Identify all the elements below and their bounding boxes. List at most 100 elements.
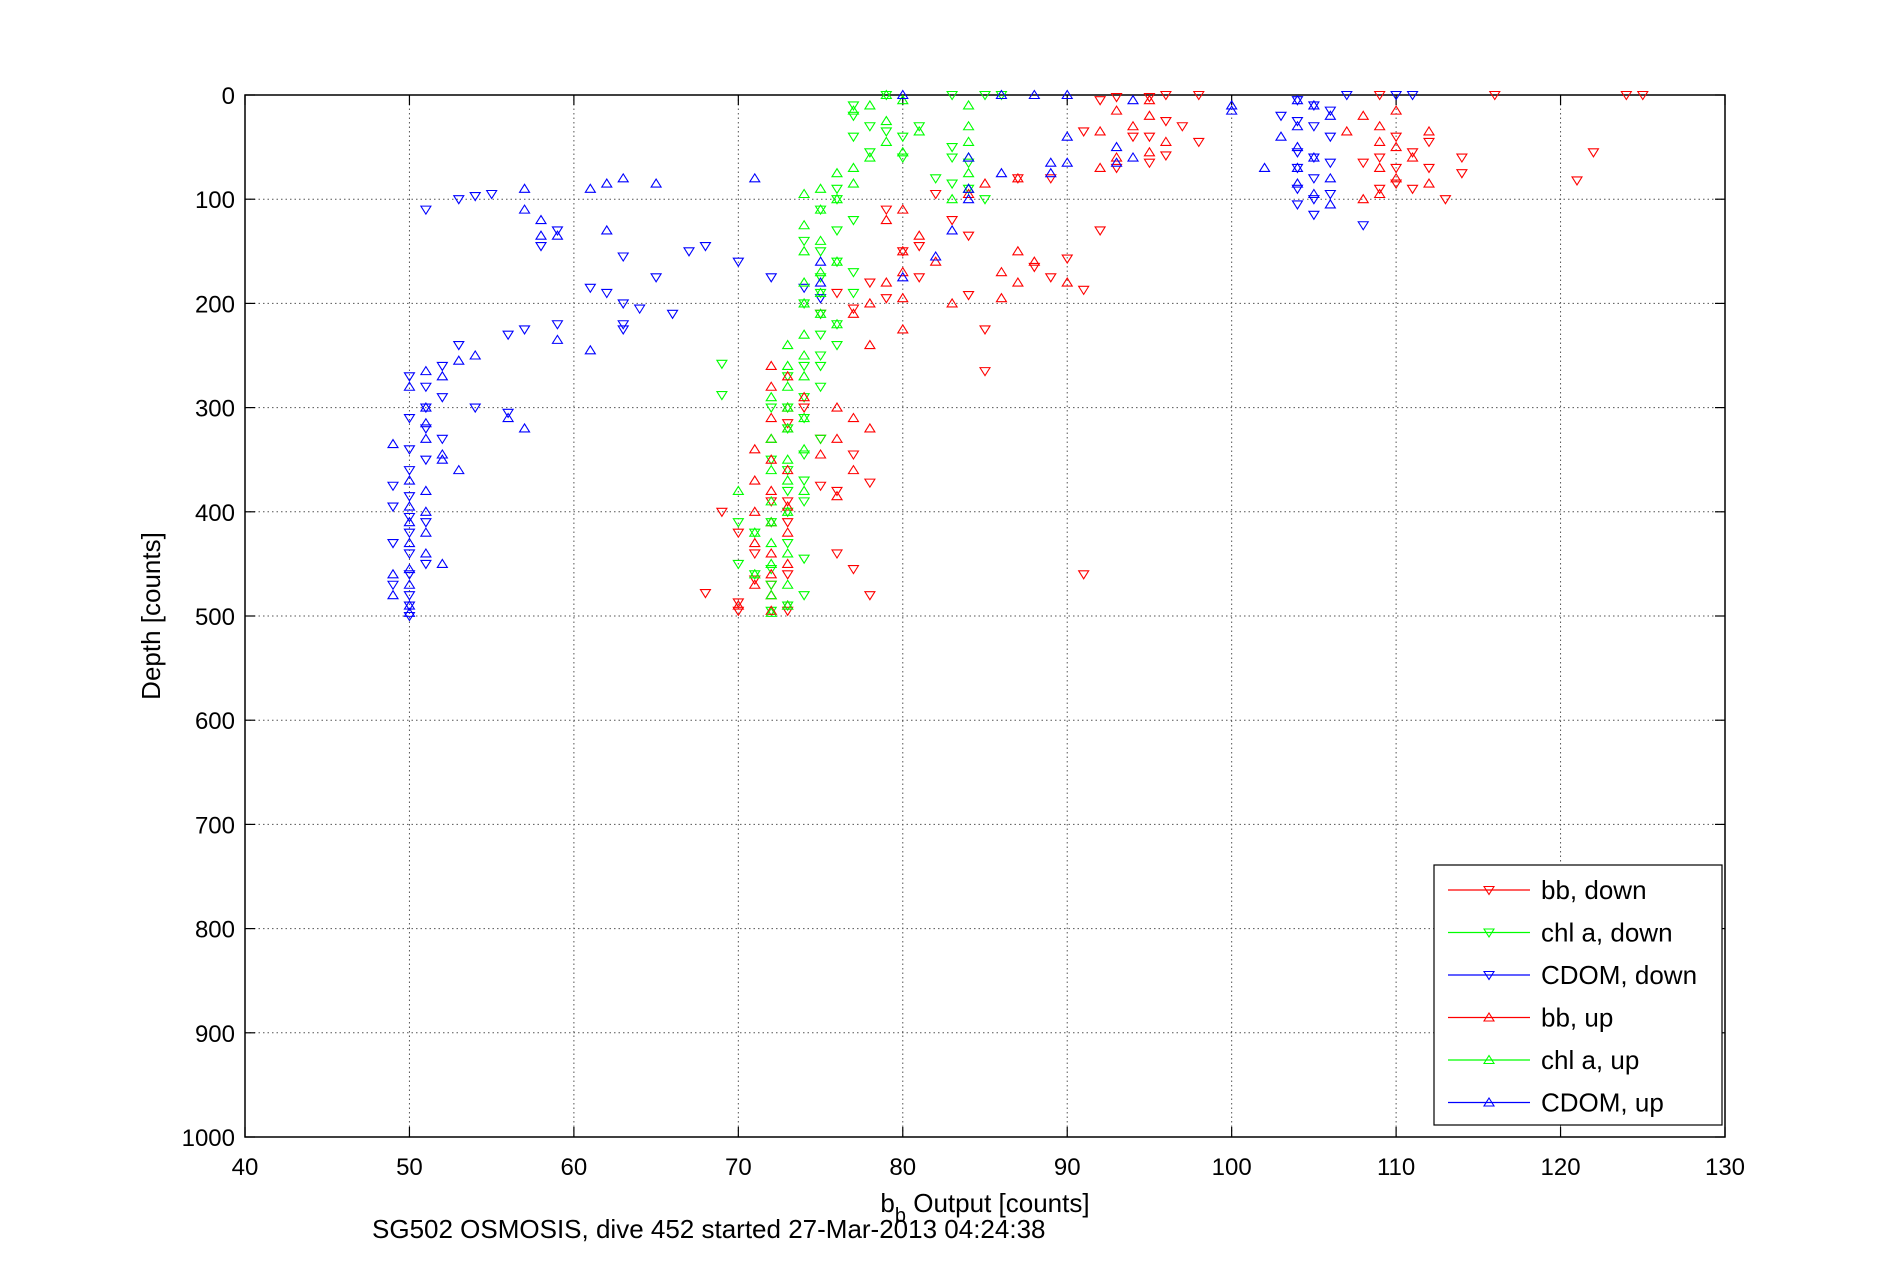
data-point bbox=[781, 558, 794, 568]
data-point bbox=[1110, 105, 1123, 115]
data-point bbox=[387, 438, 399, 449]
data-point bbox=[1571, 176, 1583, 186]
x-axis-label-subscript: b bbox=[895, 1205, 906, 1227]
data-point bbox=[814, 247, 827, 257]
data-point bbox=[1291, 141, 1304, 152]
data-point bbox=[1061, 89, 1074, 100]
data-point bbox=[946, 153, 959, 164]
data-point bbox=[1307, 122, 1320, 132]
data-point bbox=[1110, 93, 1123, 103]
data-point bbox=[995, 292, 1008, 303]
data-point bbox=[880, 294, 893, 304]
data-point bbox=[831, 490, 843, 501]
y-tick-label: 500 bbox=[195, 604, 235, 631]
data-point bbox=[863, 297, 876, 308]
data-point bbox=[1143, 94, 1156, 105]
data-point bbox=[1373, 184, 1386, 195]
data-point bbox=[781, 381, 794, 391]
data-point bbox=[1094, 96, 1107, 106]
data-point bbox=[1143, 110, 1156, 120]
data-point bbox=[781, 402, 794, 412]
data-point bbox=[1028, 256, 1041, 266]
series-5 bbox=[387, 89, 1337, 617]
data-point bbox=[436, 454, 449, 464]
data-point bbox=[1044, 174, 1057, 184]
x-axis-label: bb Output [counts] bbox=[880, 1188, 1089, 1227]
data-point bbox=[551, 334, 564, 344]
data-point bbox=[403, 607, 416, 617]
data-point bbox=[1307, 188, 1320, 199]
data-point bbox=[403, 466, 416, 476]
data-point bbox=[403, 372, 416, 382]
data-point bbox=[1423, 163, 1435, 174]
data-point bbox=[781, 506, 794, 516]
data-point bbox=[929, 174, 942, 184]
legend-label: bb, down bbox=[1541, 875, 1647, 905]
data-point bbox=[419, 518, 432, 528]
data-point bbox=[765, 403, 778, 414]
data-point bbox=[403, 549, 416, 560]
data-point bbox=[1127, 120, 1139, 131]
data-point bbox=[814, 361, 827, 372]
data-point bbox=[781, 419, 794, 429]
data-point bbox=[798, 391, 811, 402]
data-point bbox=[896, 94, 909, 105]
data-point bbox=[814, 287, 827, 298]
data-point bbox=[847, 215, 860, 226]
data-point bbox=[1110, 157, 1123, 167]
data-point bbox=[814, 183, 827, 193]
data-point bbox=[715, 391, 728, 401]
data-point bbox=[814, 277, 827, 287]
data-point bbox=[880, 205, 893, 216]
data-point bbox=[847, 450, 860, 461]
data-point bbox=[1455, 169, 1468, 179]
data-point bbox=[913, 125, 926, 136]
data-point bbox=[929, 189, 942, 200]
data-point bbox=[617, 172, 630, 183]
data-point bbox=[1390, 172, 1403, 183]
data-point bbox=[535, 242, 547, 252]
data-point bbox=[452, 464, 465, 475]
data-point bbox=[1324, 198, 1337, 209]
data-point bbox=[913, 230, 926, 240]
data-point bbox=[452, 341, 465, 351]
data-point bbox=[485, 189, 498, 200]
data-point bbox=[1291, 94, 1304, 105]
data-point bbox=[1324, 172, 1337, 183]
data-point bbox=[798, 236, 811, 247]
data-point bbox=[831, 226, 843, 236]
data-point bbox=[419, 205, 432, 216]
data-point bbox=[814, 382, 827, 393]
data-point bbox=[584, 183, 597, 193]
data-point bbox=[502, 408, 515, 419]
data-point bbox=[765, 391, 778, 402]
data-point bbox=[403, 501, 416, 511]
legend-marker bbox=[1483, 928, 1495, 939]
data-point bbox=[1455, 153, 1468, 164]
data-point bbox=[831, 167, 843, 178]
data-point bbox=[814, 434, 827, 445]
data-point bbox=[600, 288, 613, 299]
data-point bbox=[798, 349, 811, 360]
data-point bbox=[1192, 137, 1205, 148]
legend-label: CDOM, up bbox=[1541, 1088, 1664, 1118]
data-point bbox=[732, 485, 745, 496]
data-point bbox=[1275, 131, 1287, 141]
data-point bbox=[847, 464, 860, 475]
data-point bbox=[798, 219, 811, 230]
data-point bbox=[1275, 111, 1287, 122]
data-point bbox=[962, 193, 975, 204]
data-point bbox=[748, 568, 761, 579]
data-point bbox=[1011, 172, 1024, 183]
data-point bbox=[847, 178, 860, 188]
data-point bbox=[798, 297, 811, 308]
data-point bbox=[781, 570, 794, 580]
data-point bbox=[502, 330, 515, 341]
series-3 bbox=[732, 94, 1435, 615]
data-point bbox=[765, 607, 778, 617]
data-point bbox=[387, 502, 399, 513]
data-point bbox=[1094, 226, 1107, 236]
data-point bbox=[798, 450, 811, 461]
data-point bbox=[765, 412, 778, 423]
data-point bbox=[781, 497, 794, 507]
